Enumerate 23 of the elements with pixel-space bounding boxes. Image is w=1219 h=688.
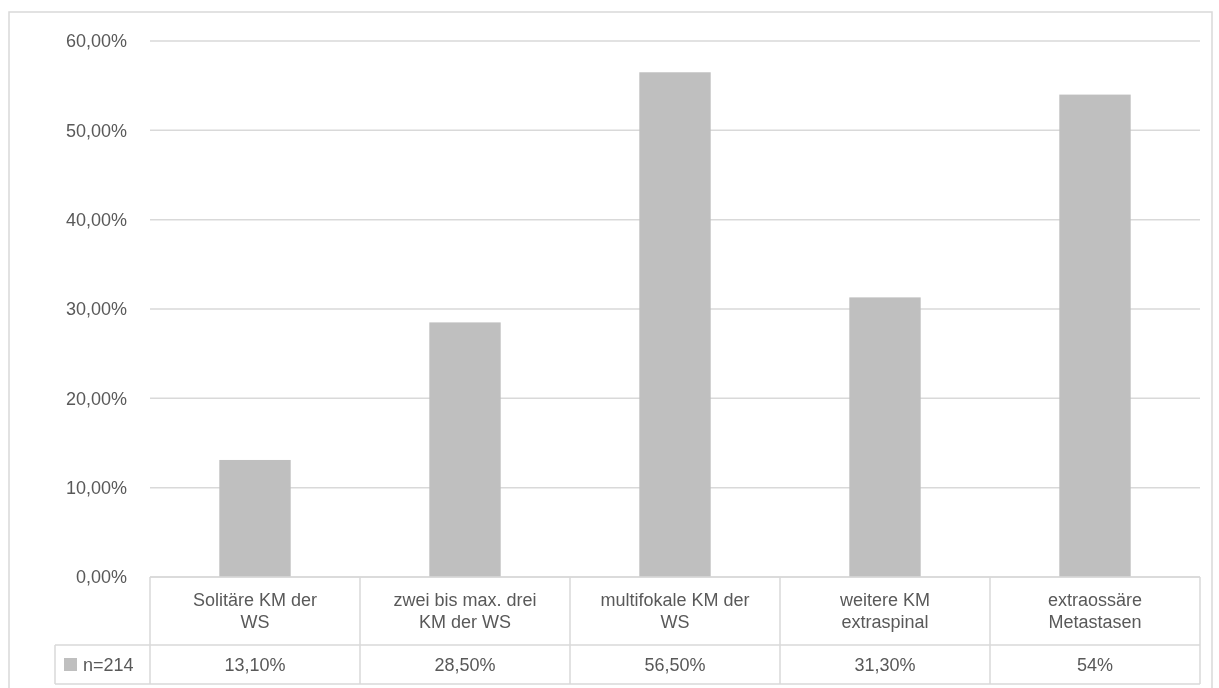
y-tick-label: 30,00% [65, 299, 127, 320]
y-tick-label: 20,00% [65, 388, 127, 409]
bar [429, 322, 501, 577]
y-tick-label: 0,00% [75, 567, 127, 588]
x-tick-label: extraossäre Metastasen [1047, 590, 1143, 633]
data-label: 56,50% [644, 654, 706, 675]
data-label: 28,50% [434, 654, 496, 675]
y-tick-label: 50,00% [65, 120, 127, 141]
data-label: 13,10% [224, 654, 286, 675]
bar [639, 72, 711, 577]
bar [1059, 94, 1131, 577]
legend-label: n=214 [83, 654, 134, 675]
bar [849, 297, 921, 577]
data-label: 31,30% [854, 654, 916, 675]
bar [219, 459, 291, 577]
x-tick-label: zwei bis max. drei KM der WS [393, 590, 537, 633]
y-tick-label: 60,00% [65, 31, 127, 52]
y-tick-label: 40,00% [65, 209, 127, 230]
x-tick-label: multifokale KM der WS [600, 590, 750, 633]
y-tick-label: 10,00% [65, 477, 127, 498]
x-tick-label: weitere KM extraspinal [838, 590, 931, 633]
data-label: 54% [1076, 654, 1114, 675]
x-tick-label: Solitäre KM der WS [192, 590, 318, 633]
